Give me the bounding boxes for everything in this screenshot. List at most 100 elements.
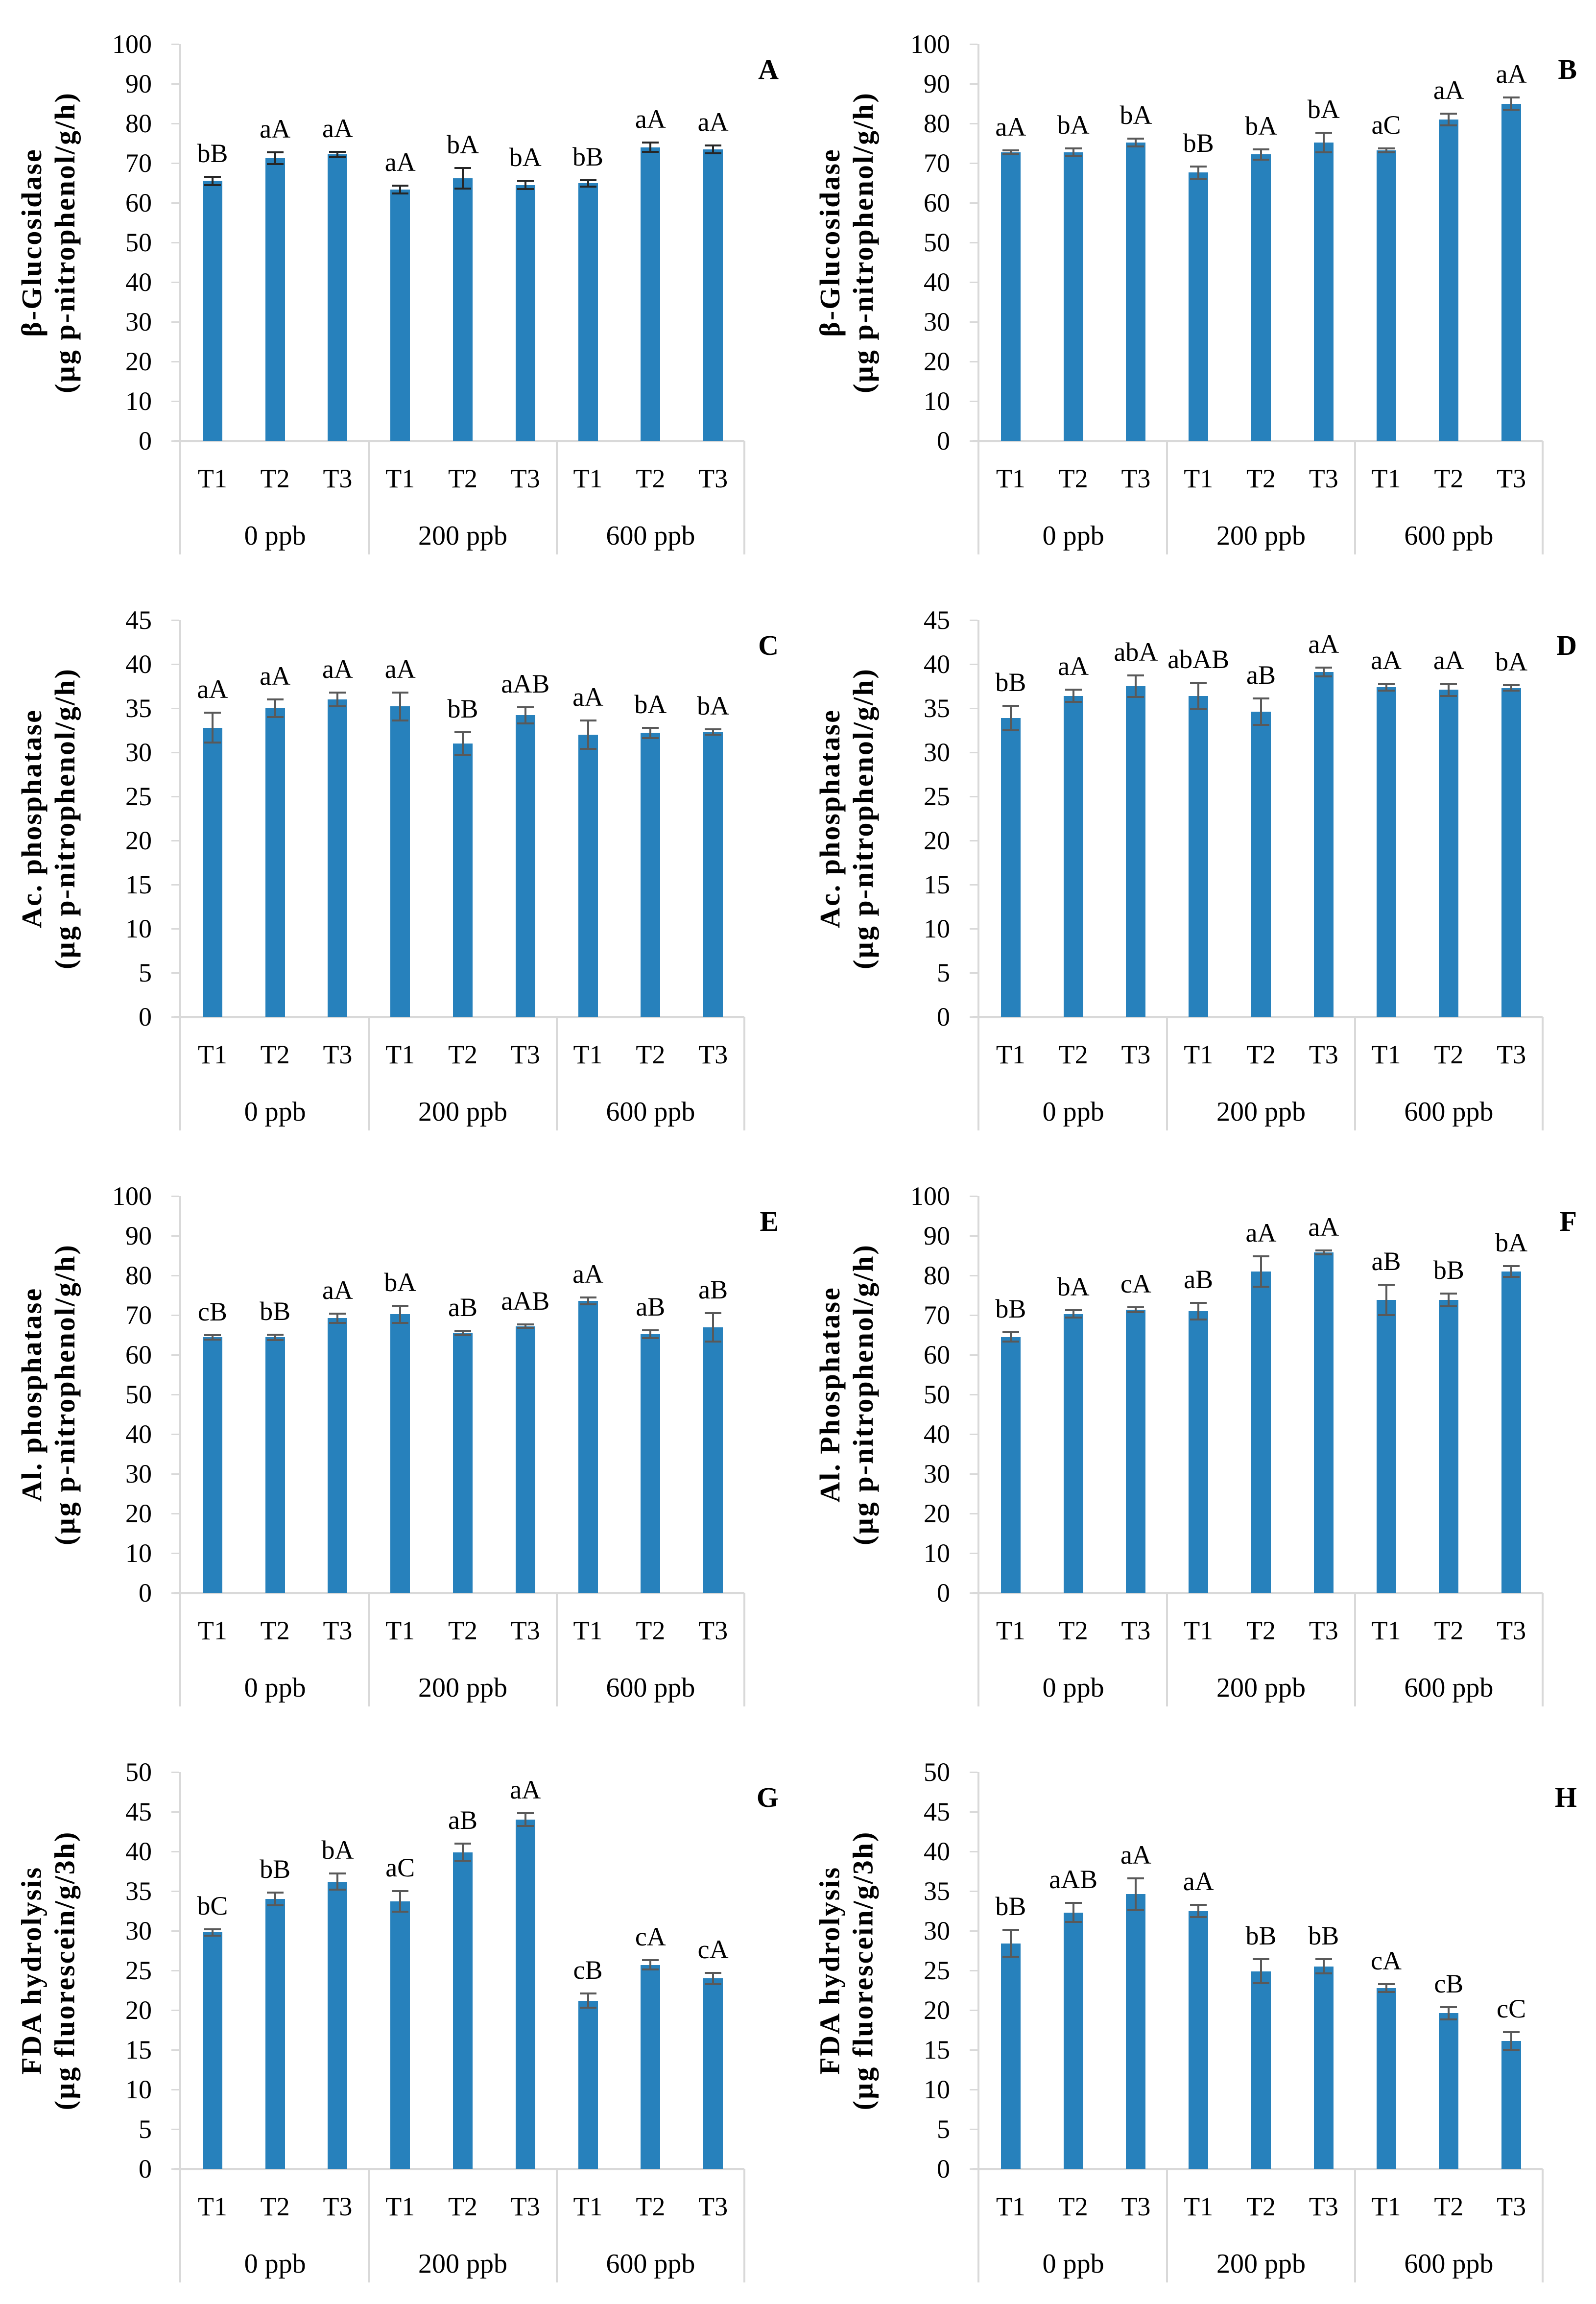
y-tick-label: 50 (125, 1380, 152, 1409)
error-bar-cap-bottom (1440, 2018, 1457, 2021)
sig-label: bB (995, 667, 1026, 697)
y-tick-mark (970, 281, 977, 283)
group-divider (555, 1017, 558, 1130)
error-bar-line (462, 732, 464, 755)
y-tick-mark (171, 241, 179, 243)
error-bar-line (1385, 1984, 1387, 1992)
y-tick-label: 0 (139, 2154, 152, 2184)
error-bar-line (649, 1960, 652, 1970)
category-label: T2 (636, 464, 666, 493)
category-label: T3 (510, 464, 540, 493)
y-tick-mark (970, 1930, 977, 1932)
bar (1000, 152, 1021, 441)
x-axis-line (174, 1016, 744, 1018)
error-bar-cap-top (329, 1312, 346, 1315)
y-tick-mark (970, 43, 977, 45)
error-bar-cap-top (454, 731, 471, 733)
bar (1376, 687, 1396, 1017)
error-bar-cap-bottom (454, 1334, 471, 1337)
error-bar-cap-bottom (1002, 1341, 1019, 1343)
y-tick-mark (171, 321, 179, 323)
error-bar-cap-bottom (329, 1322, 346, 1324)
group-divider (1166, 1593, 1168, 1706)
y-tick-mark (970, 1473, 977, 1475)
error-bar-cap-bottom (329, 705, 346, 708)
category-label: T3 (1309, 1040, 1338, 1069)
error-bar-cap-top (1503, 684, 1520, 687)
sig-label: aA (1433, 645, 1464, 675)
error-bar-line (1009, 705, 1012, 730)
group-label: 600 ppb (606, 521, 695, 551)
y-tick-label: 60 (125, 1340, 152, 1369)
bar (265, 1337, 285, 1593)
y-tick-label: 5 (937, 2114, 950, 2144)
error-bar-cap-top (1065, 147, 1082, 150)
y-tick-mark (970, 663, 977, 665)
group-divider (1354, 1017, 1356, 1130)
y-tick-label: 10 (924, 2075, 950, 2104)
error-bar-cap-top (705, 1971, 722, 1974)
bar (1189, 172, 1209, 441)
group-divider (743, 2169, 745, 2282)
y-axis-name: FDA hydrolysis (813, 1866, 846, 2075)
y-tick-mark (171, 1811, 179, 1813)
bar (1439, 119, 1459, 441)
error-bar-cap-top (1315, 1249, 1332, 1251)
y-tick-mark (171, 1512, 179, 1514)
error-bar-cap-bottom (642, 151, 659, 153)
error-bar-cap-top (642, 1959, 659, 1961)
category-label: T2 (1058, 464, 1088, 493)
error-bar-cap-bottom (204, 742, 221, 744)
error-bar-cap-top (392, 185, 409, 187)
y-tick-mark (171, 928, 179, 930)
category-label: T3 (698, 1616, 728, 1645)
error-bar-line (712, 145, 715, 153)
category-label: T1 (197, 1040, 227, 1069)
bar (1313, 1252, 1334, 1593)
sig-label: cA (1120, 1269, 1151, 1298)
category-label: T3 (1121, 2192, 1151, 2221)
y-tick-label: 45 (924, 1797, 950, 1826)
bar (641, 733, 661, 1017)
group-divider (1542, 1593, 1544, 1706)
error-bar-cap-bottom (579, 2007, 596, 2009)
error-bar-cap-bottom (705, 1341, 722, 1343)
error-bar-cap-bottom (1190, 1916, 1207, 1919)
y-tick-label: 40 (924, 1837, 950, 1866)
error-bar-cap-top (1378, 682, 1395, 685)
y-tick-mark (970, 1274, 977, 1276)
error-bar-cap-top (204, 712, 221, 714)
y-tick-label: 35 (924, 694, 950, 723)
error-bar-cap-bottom (329, 156, 346, 158)
bar (1189, 696, 1209, 1017)
y-axis-line (179, 44, 181, 554)
y-tick-mark (171, 1195, 179, 1197)
y-tick-label: 30 (924, 307, 950, 336)
sig-label: bA (1495, 1227, 1528, 1257)
y-tick-label: 100 (910, 1181, 950, 1211)
bar (1313, 672, 1334, 1017)
bar (1376, 1988, 1396, 2169)
error-bar-line (462, 168, 464, 189)
y-tick-label: 0 (937, 426, 950, 456)
group-divider (1542, 441, 1544, 554)
panel-letter: G (756, 1781, 779, 1813)
group-divider (1166, 1017, 1168, 1130)
error-bar-cap-top (517, 1812, 534, 1815)
error-bar-cap-bottom (454, 1860, 471, 1862)
error-bar-cap-top (329, 1872, 346, 1875)
sig-label: aA (697, 107, 729, 137)
error-bar-cap-bottom (1503, 690, 1520, 692)
error-bar-line (1322, 668, 1325, 677)
y-tick-mark (970, 2088, 977, 2090)
error-bar-line (1510, 1266, 1513, 1277)
error-bar-cap-top (1315, 131, 1332, 134)
bar (202, 181, 222, 441)
y-tick-label: 20 (924, 1995, 950, 2025)
error-bar-line (1448, 683, 1450, 696)
error-bar-cap-bottom (642, 1968, 659, 1971)
error-bar-line (1448, 1294, 1450, 1307)
y-tick-mark (970, 241, 977, 243)
error-bar-line (462, 1330, 464, 1336)
error-bar-cap-bottom (1315, 1253, 1332, 1256)
